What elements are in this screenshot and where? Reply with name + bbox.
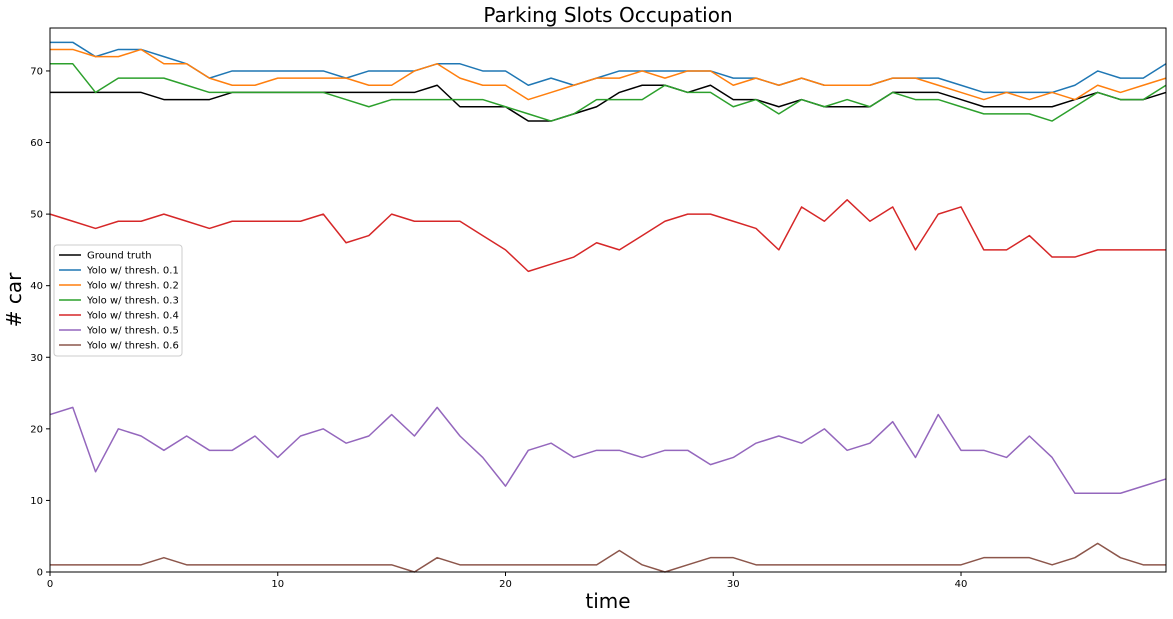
legend-label: Yolo w/ thresh. 0.6 bbox=[86, 341, 179, 352]
y-tick-label: 0 bbox=[37, 568, 43, 579]
legend-box bbox=[53, 244, 183, 357]
legend-label: Yolo w/ thresh. 0.5 bbox=[86, 326, 179, 337]
y-axis: 0 10 20 30 40 50 60 70 bbox=[30, 66, 50, 579]
series-line-1 bbox=[50, 41, 1167, 94]
series-line-6 bbox=[50, 542, 1166, 573]
y-tick-label: 30 bbox=[30, 353, 43, 364]
y-tick-label: 10 bbox=[30, 496, 43, 507]
y-tick-label: 50 bbox=[30, 210, 43, 221]
x-axis: 0 10 20 30 40 bbox=[47, 572, 968, 590]
legend: Ground truth Yolo w/ thresh. 0.1 Yolo w/ t… bbox=[53, 244, 183, 357]
y-tick-label: 20 bbox=[30, 424, 43, 435]
plot-area bbox=[49, 41, 1167, 573]
x-tick-label: 40 bbox=[955, 579, 968, 590]
y-tick-label: 70 bbox=[30, 66, 43, 77]
legend-label: Yolo w/ thresh. 0.2 bbox=[86, 281, 179, 292]
series-line-2 bbox=[50, 48, 1167, 101]
legend-label: Yolo w/ thresh. 0.3 bbox=[86, 296, 179, 307]
x-axis-label: time bbox=[585, 589, 630, 613]
legend-label: Yolo w/ thresh. 0.1 bbox=[86, 266, 179, 277]
series-line-4 bbox=[49, 199, 1166, 273]
y-tick-label: 40 bbox=[30, 281, 43, 292]
x-tick-label: 0 bbox=[47, 579, 53, 590]
series-line-5 bbox=[49, 406, 1167, 495]
legend-label: Ground truth bbox=[87, 251, 152, 262]
x-tick-label: 20 bbox=[499, 579, 512, 590]
chart-title: Parking Slots Occupation bbox=[483, 3, 732, 27]
y-axis-label: # car bbox=[2, 272, 26, 327]
y-tick-label: 60 bbox=[30, 138, 43, 149]
legend-label: Yolo w/ thresh. 0.4 bbox=[86, 311, 179, 322]
series-line-3 bbox=[50, 63, 1167, 122]
x-tick-label: 30 bbox=[727, 579, 740, 590]
x-tick-label: 10 bbox=[271, 579, 284, 590]
plot-frame bbox=[49, 27, 1167, 573]
